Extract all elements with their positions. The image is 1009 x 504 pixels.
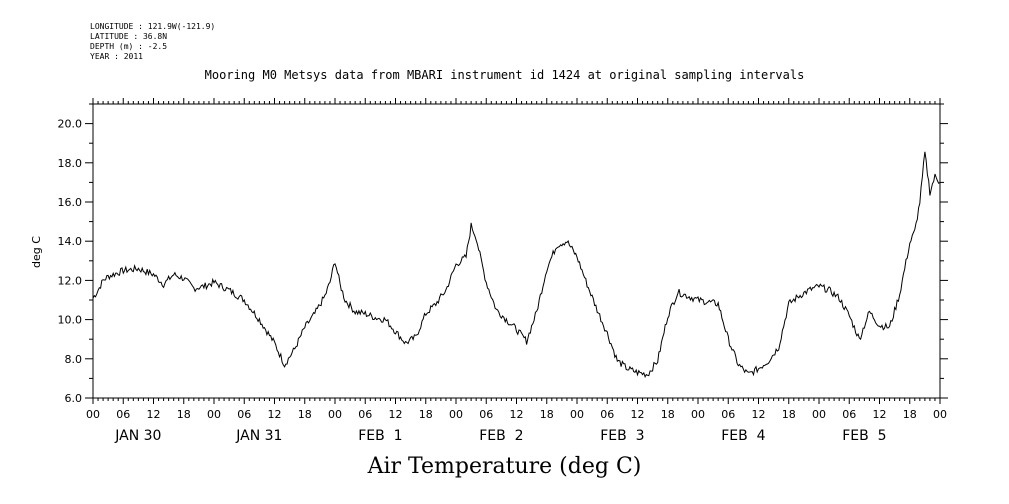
x-tick-label: 18 — [177, 408, 191, 421]
x-tick-label: 12 — [510, 408, 524, 421]
x-tick-label: 00 — [570, 408, 584, 421]
day-label: FEB 4 — [721, 428, 765, 444]
year-text: YEAR : 2011 — [90, 52, 143, 61]
x-tick-label: 12 — [873, 408, 887, 421]
x-tick-label: 12 — [268, 408, 282, 421]
x-tick-label: 18 — [298, 408, 312, 421]
x-tick-label: 06 — [721, 408, 735, 421]
day-label: JAN 30 — [114, 428, 161, 444]
y-tick-label: 8.0 — [65, 353, 83, 366]
depth-text: DEPTH (m) : -2.5 — [90, 42, 168, 51]
x-tick-label: 12 — [389, 408, 403, 421]
x-tick-label: 00 — [691, 408, 705, 421]
y-tick-label: 6.0 — [65, 392, 83, 405]
x-tick-label: 00 — [207, 408, 221, 421]
day-label: FEB 1 — [358, 428, 402, 444]
x-tick-label: 12 — [631, 408, 645, 421]
x-tick-label: 06 — [358, 408, 372, 421]
x-tick-label: 06 — [842, 408, 856, 421]
axis-ticks — [85, 98, 948, 404]
x-tick-label: 18 — [419, 408, 433, 421]
series-line — [92, 151, 941, 379]
y-tick-label: 10.0 — [58, 314, 83, 327]
y-axis-label: deg C — [30, 236, 43, 268]
x-tick-label: 06 — [237, 408, 251, 421]
x-tick-label: 00 — [328, 408, 342, 421]
x-tick-label: 06 — [116, 408, 130, 421]
day-label: JAN 31 — [235, 428, 282, 444]
day-label: FEB 3 — [600, 428, 644, 444]
chart-title: Mooring M0 Metsys data from MBARI instru… — [204, 68, 805, 82]
x-axis-label: Air Temperature (deg C) — [367, 454, 642, 479]
metadata-block: LONGITUDE : 121.9W(-121.9) LATITUDE : 36… — [90, 22, 215, 62]
x-tick-label: 18 — [661, 408, 675, 421]
x-tick-label: 00 — [86, 408, 100, 421]
x-tick-label: 18 — [903, 408, 917, 421]
y-tick-label: 16.0 — [58, 196, 83, 209]
x-tick-label: 18 — [782, 408, 796, 421]
x-tick-label: 00 — [812, 408, 826, 421]
longitude-text: LONGITUDE : 121.9W(-121.9) — [90, 22, 216, 31]
y-tick-label: 18.0 — [58, 157, 83, 170]
x-tick-label: 06 — [479, 408, 493, 421]
y-tick-label: 14.0 — [58, 235, 83, 248]
x-tick-label: 06 — [600, 408, 614, 421]
x-tick-label: 00 — [933, 408, 947, 421]
day-label: FEB 2 — [479, 428, 523, 444]
latitude-text: LATITUDE : 36.8N — [90, 32, 168, 41]
y-tick-label: 12.0 — [58, 274, 83, 287]
x-tick-label: 00 — [449, 408, 463, 421]
x-tick-label: 12 — [147, 408, 161, 421]
y-tick-label: 20.0 — [58, 118, 83, 131]
axis-labels: 00 06 12 18 00 06 12 18 00 06 12 18 00 06 12 18 00 06 12 18… — [58, 118, 948, 444]
x-tick-label: 18 — [540, 408, 554, 421]
plot-frame — [92, 103, 941, 399]
day-label: FEB 5 — [842, 428, 886, 444]
x-tick-label: 12 — [752, 408, 766, 421]
